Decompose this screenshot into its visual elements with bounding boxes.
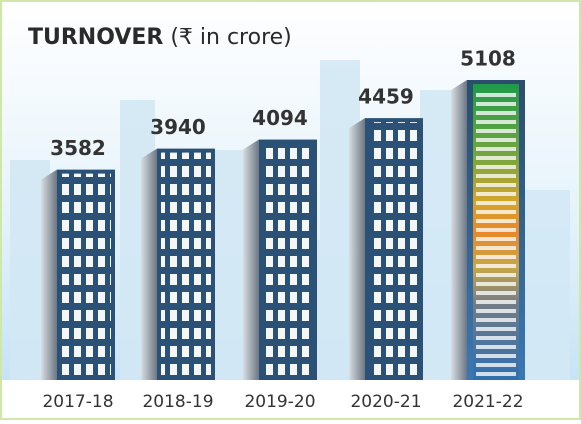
x-tick-label: 2021-22 (452, 392, 523, 412)
title: TURNOVER (28, 25, 163, 50)
x-tick-label: 2018-19 (142, 392, 213, 412)
value-label: 3940 (150, 115, 206, 139)
windows (476, 88, 516, 380)
windows (61, 174, 111, 378)
chart: TURNOVER (₹ in crore) 3582 2017-18 3940 201… (0, 0, 581, 420)
x-tick-label: 2020-21 (350, 392, 421, 412)
windows (263, 144, 313, 378)
subtitle: (₹ in crore) (170, 25, 291, 50)
value-label: 5108 (460, 47, 516, 71)
windows (161, 153, 211, 378)
x-tick-label: 2017-18 (42, 392, 113, 412)
building-side (141, 149, 157, 380)
chart-title: TURNOVER (₹ in crore) (28, 25, 292, 50)
building-side (349, 118, 365, 380)
building-side (41, 170, 57, 380)
x-tick-label: 2019-20 (244, 392, 315, 412)
value-label: 4459 (358, 85, 414, 109)
value-label: 4094 (252, 106, 308, 130)
building-side (451, 80, 467, 380)
windows (369, 122, 419, 378)
value-label: 3582 (50, 136, 106, 160)
building-side (243, 140, 259, 380)
